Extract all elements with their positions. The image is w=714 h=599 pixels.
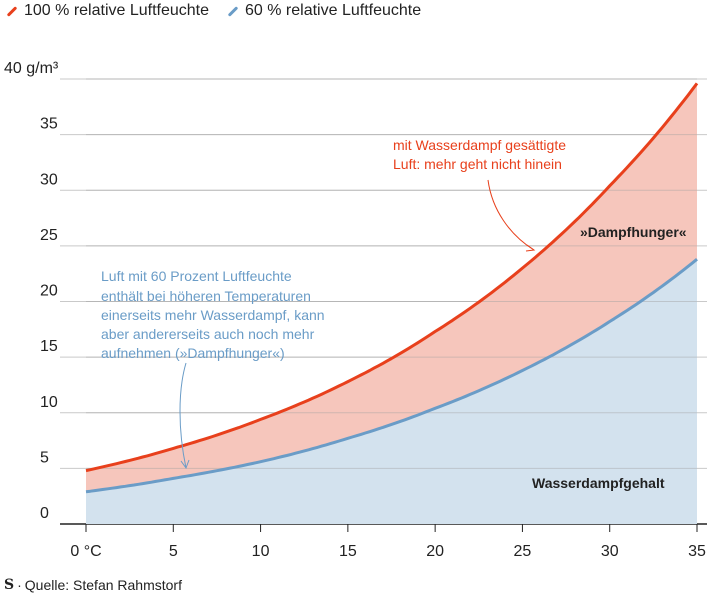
annotation-dampfhunger: »Dampfhunger«	[580, 224, 687, 240]
annotation-blue-line3: einerseits mehr Wasserdampf, kann	[101, 307, 325, 323]
x-tick-label: 25	[514, 543, 532, 560]
areas	[86, 78, 697, 524]
lines	[85, 82, 699, 494]
x-tick-label: 0 °C	[70, 543, 101, 560]
annotation-blue-line5: aufnehmen (»Dampfhunger«)	[101, 345, 285, 361]
y-tick-label: 30	[40, 171, 58, 188]
annotation-blue-line2: enthält bei höheren Temperaturen	[101, 288, 311, 304]
legend-label-60: 60 % relative Luftfeuchte	[245, 2, 422, 19]
legend: 100 % relative Luftfeuchte 60 % relative…	[6, 2, 421, 20]
y-axis: 0 5 10 15 20 25 30 35 40 g/m³	[4, 60, 59, 522]
publisher-logo: S	[4, 577, 15, 593]
x-tick-label: 10	[252, 543, 270, 560]
annotation-saturated-line1: mit Wasserdampf gesättigte	[393, 137, 566, 153]
x-tick-label: 20	[426, 543, 444, 560]
y-tick-label: 5	[40, 449, 49, 466]
y-tick-label: 40 g/m³	[4, 60, 59, 77]
y-tick-label: 25	[40, 227, 58, 244]
annotation-blue-line4: aber andererseits auch noch mehr	[101, 326, 315, 342]
legend-item-100: 100 % relative Luftfeuchte	[6, 2, 209, 20]
area-dampfhunger	[86, 83, 697, 492]
x-axis: 0 °C 5 10 15 20 25 30 35	[70, 524, 706, 560]
annotation-arrowhead-blue	[180, 459, 190, 470]
annotation-blue-line1: Luft mit 60 Prozent Luftfeuchte	[101, 268, 292, 284]
source-dot: ·	[17, 577, 22, 593]
series-line-60	[85, 258, 698, 494]
y-tick-label: 15	[40, 338, 58, 355]
annotation-wasserdampfgehalt: Wasserdampfgehalt	[532, 475, 665, 491]
x-tick-label: 5	[169, 543, 178, 560]
source-text: Quelle: Stefan Rahmstorf	[24, 577, 182, 593]
source: S · Quelle: Stefan Rahmstorf	[4, 577, 182, 593]
y-tick-label: 35	[40, 116, 58, 133]
annotation-arrow-blue	[179, 362, 187, 469]
x-tick-label: 35	[688, 543, 706, 560]
y-tick-label: 10	[40, 394, 58, 411]
y-tick-label: 20	[40, 283, 58, 300]
y-tick-label: 0	[40, 505, 49, 522]
area-wasserdampfgehalt	[86, 259, 697, 524]
legend-label-100: 100 % relative Luftfeuchte	[24, 2, 210, 19]
series-line-100	[85, 82, 699, 473]
legend-item-60: 60 % relative Luftfeuchte	[227, 2, 421, 20]
x-tick-label: 15	[339, 543, 357, 560]
annotation-arrowhead-red	[525, 244, 536, 252]
annotation-saturated-line2: Luft: mehr geht nicht hinein	[393, 156, 562, 172]
x-tick-label: 30	[601, 543, 619, 560]
